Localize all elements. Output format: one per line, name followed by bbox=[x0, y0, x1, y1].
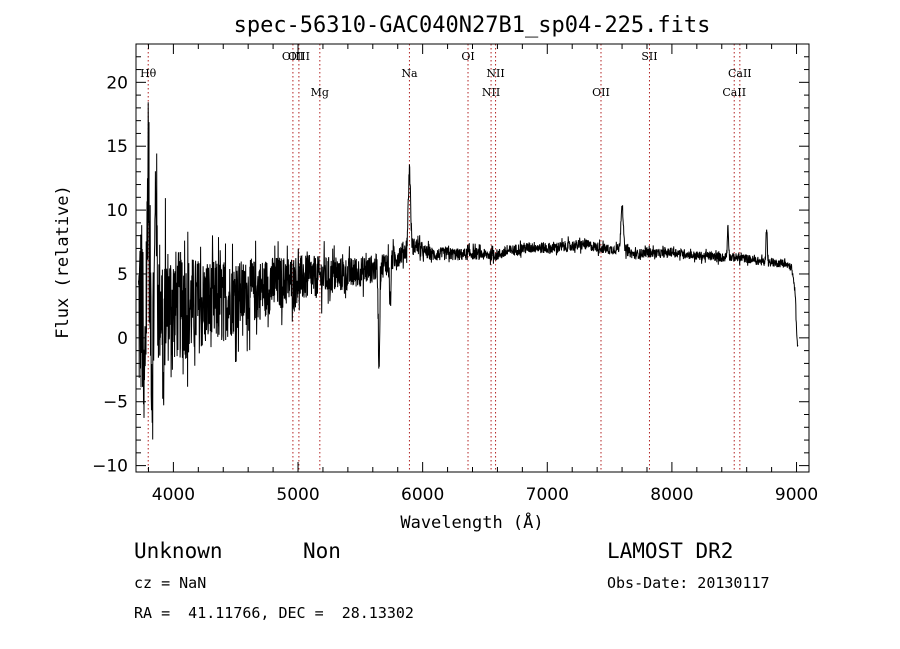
x-tick-label: 5000 bbox=[276, 485, 319, 505]
x-tick-label: 4000 bbox=[152, 485, 195, 505]
emission-line-label: Mg bbox=[311, 86, 329, 99]
emission-line-label: NII bbox=[482, 86, 500, 99]
y-tick-label: 5 bbox=[117, 265, 128, 285]
emission-line-label: OI bbox=[461, 50, 474, 63]
y-tick-label: 10 bbox=[106, 201, 128, 221]
observation-date: Obs-Date: 20130117 bbox=[607, 574, 770, 592]
object-subclass: Non bbox=[303, 539, 341, 563]
x-axis-ticks: 4000 5000 6000 7000 8000 9000 bbox=[152, 44, 818, 505]
redshift-value: cz = NaN bbox=[134, 574, 207, 592]
minor-ticks bbox=[136, 43, 809, 472]
y-tick-label: 15 bbox=[106, 137, 128, 157]
y-axis-label: Flux (relative) bbox=[53, 185, 73, 339]
emission-line-label: SII bbox=[641, 50, 657, 63]
emission-line-label: CaII bbox=[722, 86, 746, 99]
emission-line-label: Na bbox=[401, 67, 418, 80]
x-axis-label: Wavelength (Å) bbox=[400, 511, 543, 533]
coordinates: RA = 41.11766, DEC = 28.13302 bbox=[134, 604, 414, 622]
x-tick-label: 8000 bbox=[650, 485, 693, 505]
x-tick-label: 7000 bbox=[526, 485, 569, 505]
chart-title: spec-56310-GAC040N27B1_sp04-225.fits bbox=[234, 13, 711, 38]
y-tick-label: −10 bbox=[92, 457, 128, 477]
emission-line-label: CaII bbox=[728, 67, 752, 80]
y-axis-ticks: −10 −5 0 5 10 15 20 bbox=[92, 73, 809, 477]
x-tick-label: 6000 bbox=[401, 485, 444, 505]
emission-line-label: Hθ bbox=[140, 67, 157, 80]
survey-name: LAMOST DR2 bbox=[607, 539, 734, 563]
emission-line-label: NII bbox=[486, 67, 504, 80]
x-tick-label: 9000 bbox=[775, 485, 818, 505]
y-tick-label: 0 bbox=[117, 329, 128, 349]
object-class: Unknown bbox=[134, 539, 223, 563]
emission-line-markers bbox=[147, 44, 741, 472]
emission-line-label: OIII bbox=[288, 50, 310, 63]
emission-line-label: OII bbox=[592, 86, 610, 99]
y-tick-label: −5 bbox=[103, 393, 128, 413]
spectrum-line bbox=[138, 102, 799, 440]
y-tick-label: 20 bbox=[106, 73, 128, 93]
